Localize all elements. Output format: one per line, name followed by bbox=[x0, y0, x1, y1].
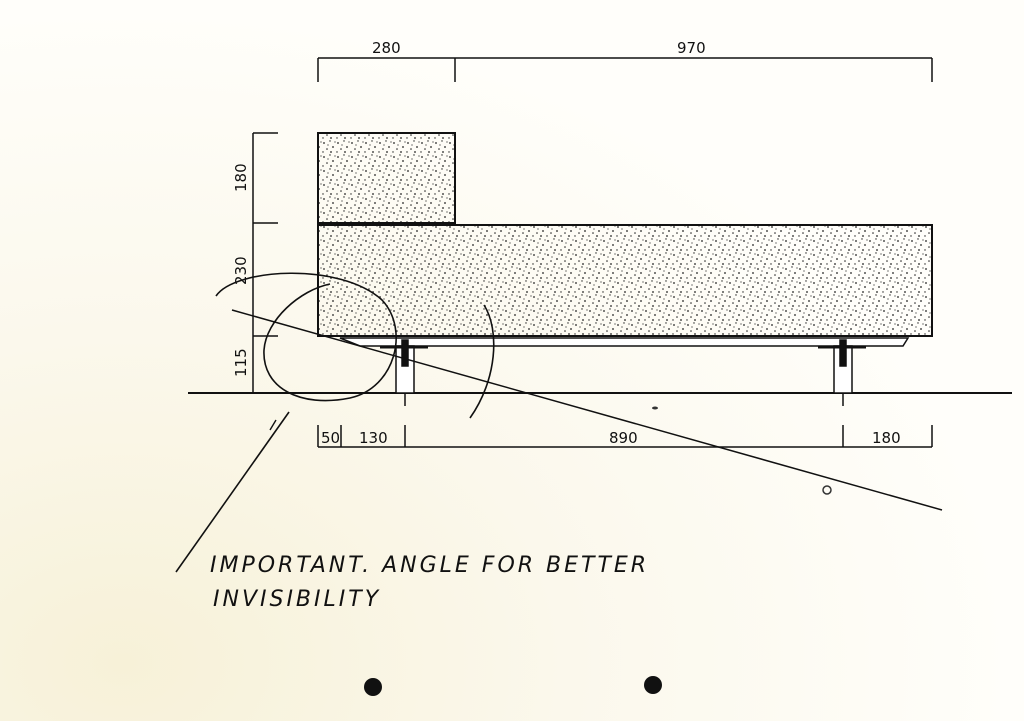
ink-speck bbox=[822, 485, 832, 495]
note-line-1: IMPORTANT. ANGLE FOR BETTER bbox=[210, 553, 649, 578]
base-plate bbox=[339, 337, 910, 347]
dim-left-230: 230 bbox=[232, 256, 250, 285]
note-line-2: INVISIBILITY bbox=[213, 587, 381, 612]
left-leg bbox=[380, 339, 428, 406]
dim-left-180: 180 bbox=[232, 163, 250, 192]
leader-tick bbox=[269, 419, 277, 431]
bottom-dimension bbox=[317, 425, 933, 448]
seat-block bbox=[317, 224, 933, 337]
dim-left-115: 115 bbox=[232, 348, 250, 377]
top-dimension bbox=[317, 57, 933, 82]
dim-bottom-50: 50 bbox=[321, 429, 340, 447]
dim-top-970: 970 bbox=[677, 39, 706, 57]
right-leg bbox=[818, 339, 866, 406]
punch-hole-right bbox=[644, 676, 662, 694]
sight-line bbox=[231, 309, 943, 511]
ink-speck bbox=[652, 406, 658, 410]
dim-bottom-180: 180 bbox=[872, 429, 901, 447]
dim-bottom-130: 130 bbox=[359, 429, 388, 447]
punch-hole-left bbox=[364, 678, 382, 696]
leader-line bbox=[175, 411, 290, 573]
left-dimension bbox=[252, 132, 278, 393]
angle-arc bbox=[469, 304, 495, 419]
hand-ellipse bbox=[215, 272, 397, 402]
dim-top-280: 280 bbox=[372, 39, 401, 57]
dim-bottom-890: 890 bbox=[609, 429, 638, 447]
backrest-block bbox=[317, 132, 456, 224]
